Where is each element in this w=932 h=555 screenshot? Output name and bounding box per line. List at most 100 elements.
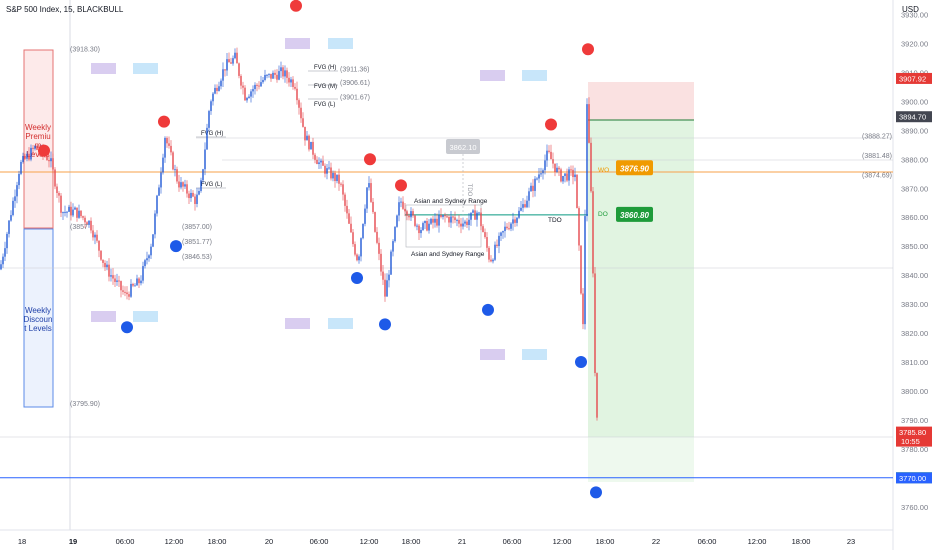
candle-body — [552, 159, 554, 164]
candle-body — [196, 194, 198, 204]
price-tick: 3810.00 — [901, 358, 928, 367]
candle-body — [34, 145, 36, 149]
level-box-text-1: 3860.80 — [620, 211, 649, 220]
level-box-1[interactable] — [616, 206, 653, 222]
candle-body — [328, 167, 330, 169]
candle-body — [496, 244, 498, 247]
candle-body — [136, 278, 138, 286]
time-tick: 12:00 — [165, 537, 184, 546]
candle-body — [520, 207, 522, 211]
swing-high-marker[interactable] — [395, 179, 407, 192]
swing-high-marker[interactable] — [582, 43, 594, 56]
candles[interactable] — [0, 47, 598, 421]
candle-body — [86, 222, 88, 225]
swing-low-marker[interactable] — [351, 272, 363, 285]
candle-body — [132, 283, 134, 286]
candle-body — [110, 275, 112, 277]
candle-body — [180, 182, 182, 188]
candle-body — [168, 143, 170, 146]
candle-body — [286, 70, 288, 78]
price-tick: 3830.00 — [901, 300, 928, 309]
candle-body — [88, 220, 90, 225]
candle-body — [384, 279, 386, 297]
stop-zone[interactable] — [588, 82, 694, 120]
candle-body — [156, 195, 158, 214]
candle-body — [486, 237, 488, 248]
candle-body — [174, 169, 176, 171]
candle-body — [412, 211, 414, 216]
candle-body — [542, 170, 544, 174]
candle-body — [332, 172, 334, 179]
time-axis[interactable]: 18 19 06:00 12:00 18:00 20 06:00 12:00 18:00 21 06… — [18, 537, 855, 546]
candle-body — [510, 223, 512, 229]
candle-body — [380, 253, 382, 272]
swing-low-marker[interactable] — [590, 486, 602, 499]
candle-body — [324, 165, 326, 174]
candle-body — [440, 215, 442, 218]
candle-body — [36, 145, 38, 150]
candle-body — [124, 291, 126, 293]
swing-high-marker[interactable] — [364, 153, 376, 166]
swing-high-marker[interactable] — [38, 144, 50, 157]
candle-body — [386, 280, 388, 297]
swing-low-marker[interactable] — [575, 356, 587, 369]
level-box-0[interactable] — [616, 160, 653, 176]
candle-body — [370, 183, 372, 202]
candle-body — [468, 219, 470, 226]
candle-body — [114, 278, 116, 282]
price-tag-text: 3785.80 — [899, 428, 926, 437]
candle-body — [76, 207, 78, 218]
swing-low-marker[interactable] — [121, 321, 133, 334]
candle-body — [282, 67, 284, 77]
candle-body — [210, 101, 212, 112]
candle-body — [524, 204, 526, 208]
candle-body — [90, 220, 92, 231]
candle-body — [18, 173, 20, 186]
candle-body — [356, 254, 358, 261]
currency-label: USD — [902, 5, 919, 14]
swing-low-marker[interactable] — [379, 318, 391, 331]
candle-body — [394, 226, 396, 242]
candle-body — [232, 58, 234, 64]
swing-high-marker[interactable] — [290, 0, 302, 12]
swing-low-marker[interactable] — [170, 240, 182, 253]
candle-body — [58, 192, 60, 196]
candle-body — [256, 84, 258, 86]
level-label: (3874.69) — [862, 173, 892, 180]
candle-body — [128, 294, 130, 297]
candle-body — [52, 158, 54, 170]
target-zone[interactable] — [588, 120, 694, 482]
weekly-premium-box[interactable] — [23, 49, 54, 229]
candle-body — [390, 251, 392, 275]
candle-body — [202, 169, 204, 181]
candle-body — [588, 104, 590, 143]
candle-body — [472, 210, 474, 213]
weekly-discount-box[interactable] — [23, 228, 54, 408]
candle-body — [400, 201, 402, 203]
candle-body — [192, 192, 194, 197]
price-tick: 3800.00 — [901, 387, 928, 396]
swing-high-marker[interactable] — [545, 118, 557, 131]
level-label: (3881.48) — [862, 153, 892, 160]
level-boxes[interactable]: 3876.90 3860.80 — [616, 160, 653, 222]
candle-body — [56, 186, 58, 193]
svg-text:FVG (L): FVG (L) — [201, 182, 222, 188]
candle-body — [460, 223, 462, 227]
candle-body — [508, 228, 510, 230]
candle-body — [398, 202, 400, 216]
candle-body — [176, 169, 178, 182]
price-axis[interactable]: 3930.00 3920.00 3910.00 3900.00 3890.00 3880.… — [901, 10, 928, 511]
candle-body — [514, 219, 516, 223]
candle-body — [270, 73, 272, 79]
swing-markers[interactable] — [38, 0, 602, 499]
candle-body — [70, 206, 72, 216]
candle-body — [428, 223, 430, 231]
swing-high-marker[interactable] — [158, 115, 170, 128]
candle-body — [348, 213, 350, 224]
candle-body — [586, 104, 588, 217]
swing-low-marker[interactable] — [482, 303, 494, 316]
candle-body — [572, 169, 574, 178]
horizontal-levels[interactable] — [0, 137, 893, 479]
